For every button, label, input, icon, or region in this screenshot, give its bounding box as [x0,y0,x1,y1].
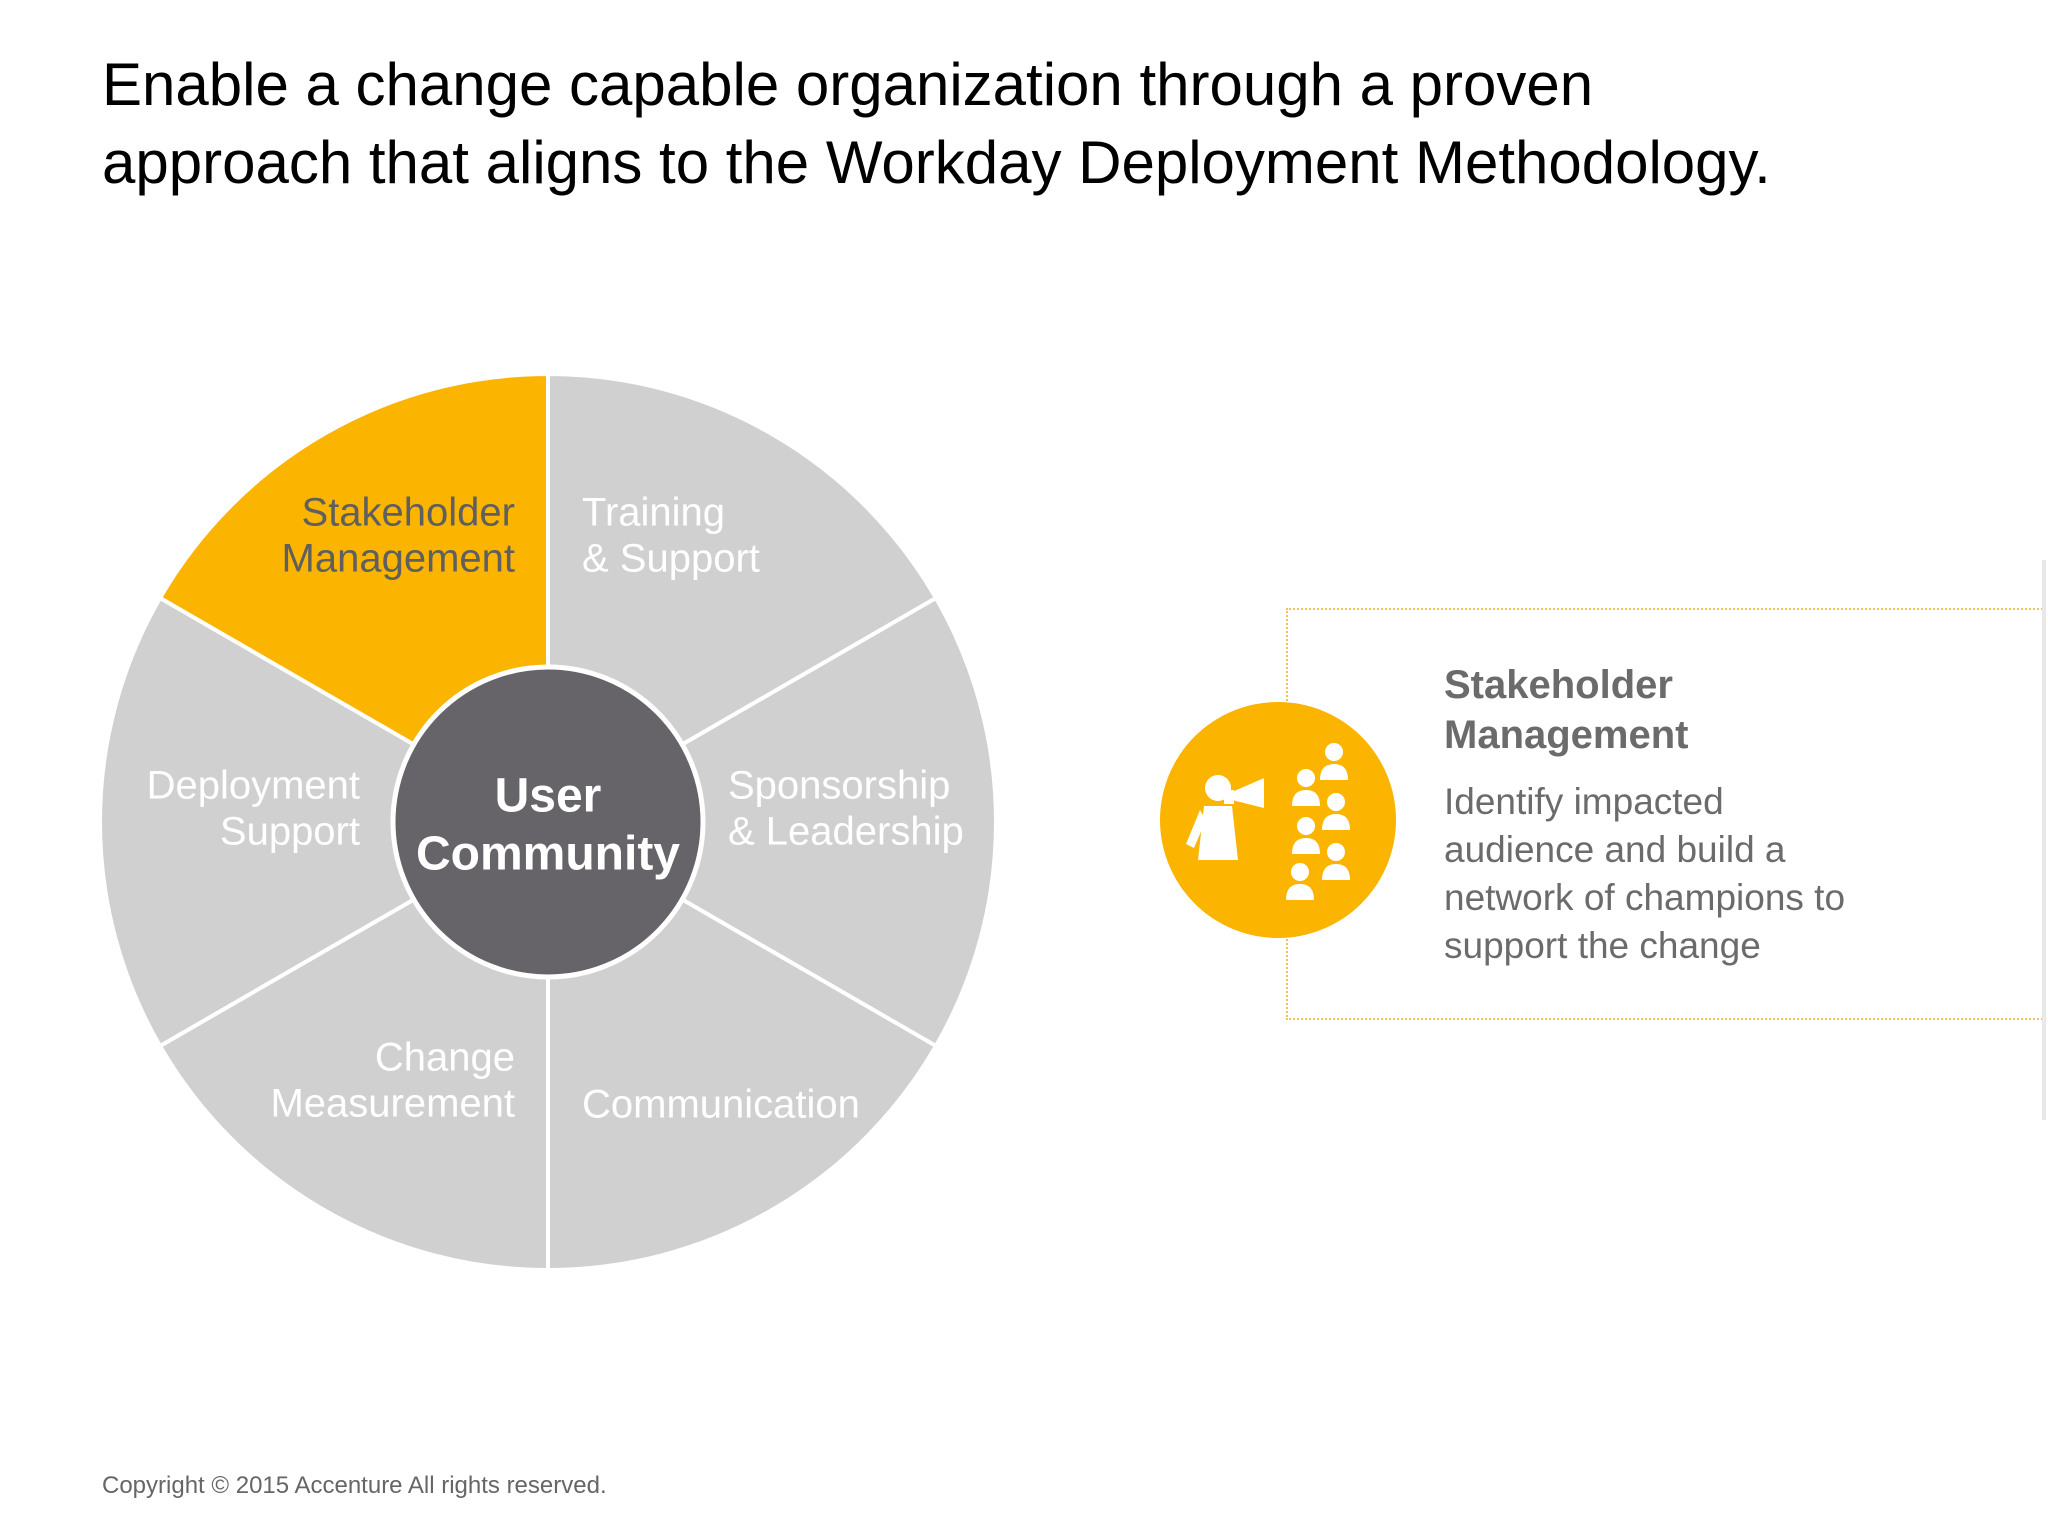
detail-description-line-3: network of champions to [1444,877,1846,918]
wheel-segment-label-change-measurement-line-2: Measurement [270,1082,515,1126]
detail-description-line-2: audience and build a [1444,829,1786,870]
wheel-segment-label-communication-line-1: Communication [582,1083,860,1127]
wheel-segment-label-stakeholder-management-line-2: Management [282,537,515,581]
slide-title-line-1: Enable a change capable organization thr… [102,51,1594,118]
detail-heading-line-1: Stakeholder [1444,663,1673,707]
wheel-segment-label-training-support-line-1: Training [582,491,725,535]
card-edge-divider [2042,560,2046,1120]
wheel-segment-label-change-measurement-line-1: Change [375,1036,515,1080]
detail-description-line-4: support the change [1444,925,1761,966]
detail-description-line-1: Identify impacted [1444,781,1724,822]
hub-label-line-2: Community [416,828,680,881]
wheel-segment-label-sponsorship-leadership-line-1: Sponsorship [728,764,950,808]
wheel-segment-label-sponsorship-leadership-line-2: & Leadership [728,810,964,854]
wheel-segment-label-stakeholder-management-line-1: Stakeholder [302,491,515,535]
slide-title-line-2: approach that aligns to the Workday Depl… [102,129,1771,196]
wheel-segment-deployment-support [98,595,553,1049]
detail-heading: Stakeholder Management [1444,660,2004,760]
megaphone-audience-icon [1160,702,1396,938]
copyright-notice: Copyright © 2015 Accenture All rights re… [102,1472,607,1499]
detail-description: Identify impacted audience and build a n… [1444,778,2024,970]
wheel-segment-label-training-support-line-2: & Support [582,537,760,581]
wheel-hub [390,664,706,980]
slide-title: Enable a change capable organization thr… [102,46,2002,202]
wheel-segment-sponsorship-leadership [543,595,998,1049]
wheel-segment-label-deployment-support-line-2: Support [220,810,360,854]
hub-label-line-1: User [495,770,602,823]
detail-heading-line-2: Management [1444,713,1689,757]
wheel-segment-label-deployment-support-line-1: Deployment [147,764,360,808]
